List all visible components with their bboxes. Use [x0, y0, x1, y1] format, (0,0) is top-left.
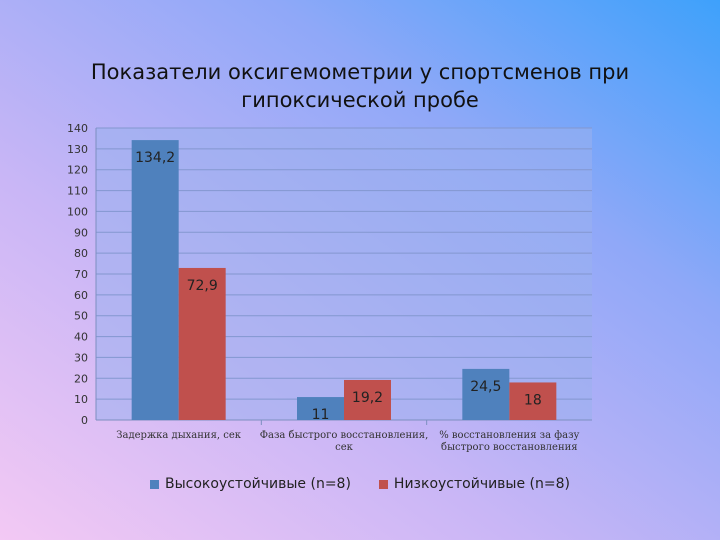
y-tick-label-0: 0	[81, 414, 88, 427]
bar-chart: 0 10 20 30 40 50 60 70 80 90 100 110 120 130 140 134,2…	[67, 122, 592, 453]
bars: 134,2 72,9 11 19,2 24,5 18	[131, 140, 557, 423]
y-tick-label-90: 90	[74, 226, 88, 239]
data-label-s1-c1: 134,2	[135, 150, 175, 166]
bar-s1-c3	[462, 368, 510, 420]
y-tick-label-70: 70	[74, 268, 88, 281]
chart-title-line-2: гипоксической пробе	[241, 88, 479, 112]
bar-s1-c2	[297, 397, 344, 420]
legend: Высокоустойчивые (n=8) Низкоустойчивые (…	[0, 476, 720, 492]
y-tick-label-60: 60	[74, 289, 88, 302]
y-tick-label-10: 10	[74, 393, 88, 406]
x-category-label-3: % восстановления за фазу быстрого восстан…	[439, 430, 579, 453]
bar-s1-c1	[131, 140, 179, 420]
legend-item-series-2: Низкоустойчивые (n=8)	[378, 476, 570, 492]
data-label-s2-c3: 18	[524, 392, 542, 408]
bar-s2-c1	[178, 267, 226, 420]
x-category-label-1: Задержка дыхания, сек	[116, 430, 241, 441]
data-label-s1-c2: 11	[312, 407, 330, 423]
legend-label-series-2: Низкоустойчивые (n=8)	[393, 476, 570, 492]
y-tick-label-20: 20	[74, 372, 88, 385]
legend-swatch-series-1	[150, 479, 159, 489]
bar-s2-c3	[509, 382, 557, 420]
bar-s2-c2	[344, 379, 391, 420]
y-tick-label-140: 140	[67, 122, 88, 135]
y-tick-label-120: 120	[67, 164, 88, 177]
legend-swatch-series-2	[378, 479, 388, 489]
chart-title-line-1: Показатели оксигемометрии у спортсменов …	[90, 60, 630, 84]
y-tick-label-130: 130	[67, 143, 88, 156]
y-tick-label-30: 30	[74, 351, 88, 364]
legend-label-series-1: Высокоустойчивые (n=8)	[165, 476, 351, 492]
y-tick-label-100: 100	[67, 205, 88, 218]
x-axis-labels: Задержка дыхания, сек Фаза быстрого восст…	[116, 430, 579, 453]
y-tick-label-50: 50	[74, 310, 88, 323]
data-label-s2-c2: 19,2	[352, 390, 383, 406]
chart-title: Показатели оксигемометрии у спортсменов …	[40, 58, 680, 114]
y-tick-label-80: 80	[74, 247, 88, 260]
x-category-label-2: Фаза быстрого восстановления, сек	[260, 430, 429, 453]
y-tick-label-110: 110	[67, 185, 88, 198]
data-label-s2-c1: 72,9	[187, 278, 218, 294]
y-tick-label-40: 40	[74, 331, 88, 344]
data-label-s1-c3: 24,5	[470, 379, 501, 395]
legend-item-series-1: Высокоустойчивые (n=8)	[150, 476, 351, 492]
